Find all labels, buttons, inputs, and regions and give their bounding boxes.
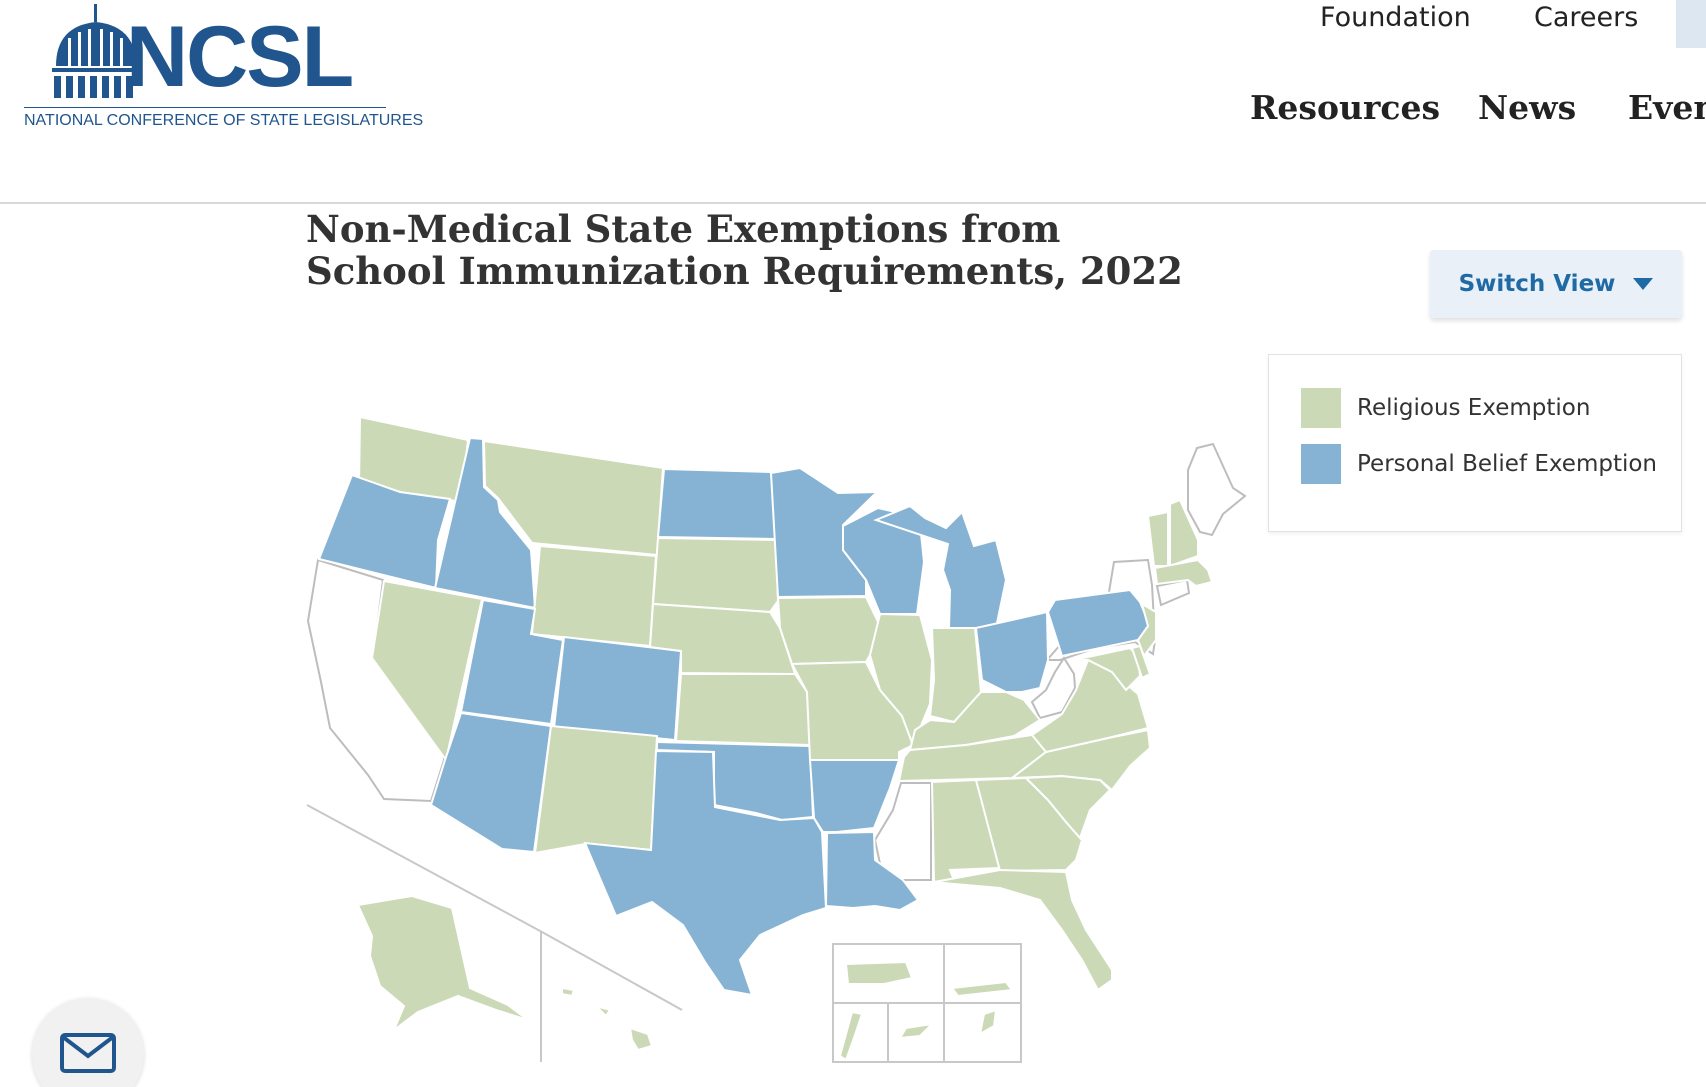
page-title: Non-Medical State Exemptions from School…	[306, 207, 1183, 293]
mail-icon	[60, 1033, 116, 1073]
map-legend: Religious Exemption Personal Belief Exem…	[1268, 354, 1682, 532]
legend-swatch-personal-belief	[1301, 444, 1341, 484]
exemption-states	[317, 415, 1214, 1052]
nav-news-link[interactable]: News	[1478, 88, 1577, 127]
state-colorado[interactable]	[552, 635, 683, 742]
state-iowa[interactable]	[776, 595, 882, 666]
state-louisiana[interactable]	[824, 830, 920, 912]
state-south-dakota[interactable]	[651, 536, 780, 614]
nav-careers-link[interactable]: Careers	[1534, 2, 1639, 33]
nav-foundation-link[interactable]: Foundation	[1320, 2, 1471, 33]
logo-wordmark: NCSL	[126, 9, 354, 105]
state-wyoming[interactable]	[530, 544, 658, 648]
nav-events-link[interactable]: Even	[1628, 88, 1706, 127]
state-west-virginia[interactable]	[1030, 656, 1077, 720]
state-nevada[interactable]	[370, 579, 484, 763]
territory-guam[interactable]	[838, 1010, 864, 1062]
state-pennsylvania[interactable]	[1046, 588, 1152, 658]
legend-item-religious[interactable]: Religious Exemption	[1301, 388, 1590, 428]
state-massachusetts[interactable]	[1153, 558, 1214, 588]
state-hawaii[interactable]	[561, 986, 654, 1052]
territory-virgin-islands[interactable]	[950, 980, 1014, 998]
switch-view-button[interactable]: Switch View	[1430, 250, 1682, 318]
contact-mail-button[interactable]	[32, 998, 144, 1087]
legend-item-personal-belief[interactable]: Personal Belief Exemption	[1301, 444, 1657, 484]
territory-american-samoa[interactable]	[978, 1008, 998, 1036]
state-new-mexico[interactable]	[533, 724, 659, 855]
logo-subtitle: NATIONAL CONFERENCE OF STATE LEGISLATURE…	[24, 112, 424, 129]
nav-resources-link[interactable]: Resources	[1250, 88, 1441, 127]
utility-nav-tab[interactable]	[1676, 0, 1706, 48]
state-delaware[interactable]	[1130, 644, 1152, 680]
ncsl-logo[interactable]: NCSL NATIONAL CONFERENCE OF STATE LEGISL…	[24, 0, 423, 140]
state-michigan[interactable]	[873, 504, 1008, 629]
state-maine[interactable]	[1187, 442, 1247, 537]
state-alaska[interactable]	[356, 894, 529, 1033]
state-kentucky[interactable]	[908, 691, 1042, 752]
state-vermont[interactable]	[1146, 510, 1169, 567]
switch-view-label: Switch View	[1458, 271, 1616, 297]
state-arkansas[interactable]	[808, 759, 901, 833]
state-new-jersey[interactable]	[1136, 601, 1157, 659]
state-texas[interactable]	[583, 749, 828, 997]
state-maryland[interactable]	[1073, 646, 1142, 692]
logo-divider	[24, 107, 386, 108]
state-florida[interactable]	[933, 868, 1113, 992]
state-kansas[interactable]	[674, 673, 812, 747]
state-north-dakota[interactable]	[656, 467, 778, 541]
legend-label-religious: Religious Exemption	[1357, 395, 1591, 421]
territory-puerto-rico[interactable]	[844, 960, 914, 985]
territories-inset	[832, 943, 1022, 1063]
site-header: NCSL NATIONAL CONFERENCE OF STATE LEGISL…	[0, 0, 1706, 204]
caret-down-icon	[1633, 278, 1654, 290]
legend-label-personal-belief: Personal Belief Exemption	[1357, 451, 1657, 477]
state-montana[interactable]	[482, 439, 665, 557]
no-exemption-states	[306, 442, 1247, 881]
state-new-hampshire[interactable]	[1169, 498, 1199, 568]
state-ohio[interactable]	[974, 610, 1050, 693]
state-missouri[interactable]	[790, 660, 915, 763]
capitol-dome-icon	[52, 4, 140, 98]
legend-swatch-religious	[1301, 388, 1341, 428]
state-wisconsin[interactable]	[842, 506, 926, 615]
territory-northern-mariana[interactable]	[898, 1022, 935, 1040]
